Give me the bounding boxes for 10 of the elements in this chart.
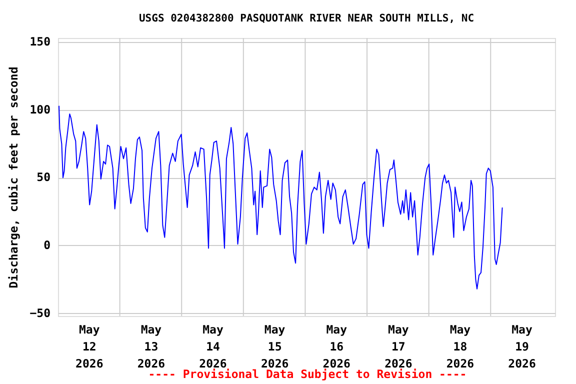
- line-series: [58, 105, 503, 290]
- y-tick-label: −50: [30, 306, 51, 320]
- y-tick-label: 0: [44, 238, 51, 252]
- y-tick-label: 50: [36, 170, 51, 184]
- y-tick-label: 100: [30, 102, 51, 116]
- chart-title: USGS 0204382800 PASQUOTANK RIVER NEAR SOUTH MILLS, NC: [138, 12, 474, 25]
- x-tick-label: May 19 2026: [508, 322, 536, 370]
- y-tick-label: 150: [30, 34, 51, 49]
- y-axis-title: Discharge, cubic feet per second: [6, 66, 21, 288]
- x-tick-label: May 12 2026: [76, 322, 104, 370]
